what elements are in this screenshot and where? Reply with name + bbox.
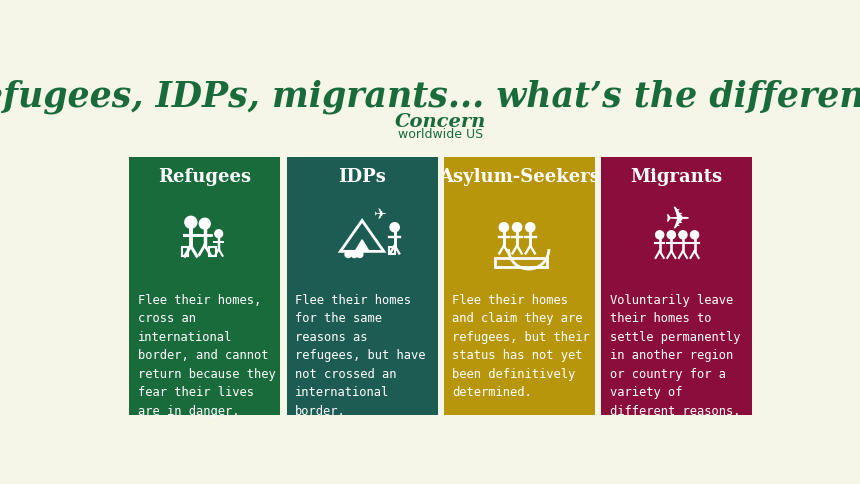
Circle shape bbox=[655, 231, 664, 239]
Text: IDPs: IDPs bbox=[338, 168, 386, 186]
Text: worldwide US: worldwide US bbox=[398, 128, 483, 141]
Text: Concern: Concern bbox=[395, 113, 487, 131]
FancyBboxPatch shape bbox=[129, 157, 280, 415]
Text: Asylum-Seekers: Asylum-Seekers bbox=[439, 168, 600, 186]
Text: ✈: ✈ bbox=[372, 207, 385, 222]
Circle shape bbox=[357, 251, 363, 257]
Circle shape bbox=[185, 216, 197, 228]
Text: Flee their homes,
cross an
international
border, and cannot
return because they
: Flee their homes, cross an international… bbox=[138, 294, 275, 418]
Text: Refugees: Refugees bbox=[158, 168, 251, 186]
Text: Refugees, IDPs, migrants... what’s the difference?: Refugees, IDPs, migrants... what’s the d… bbox=[0, 79, 860, 114]
Text: Flee their homes
for the same
reasons as
refugees, but have
not crossed an
inter: Flee their homes for the same reasons as… bbox=[295, 294, 426, 418]
Text: Flee their homes
and claim they are
refugees, but their
status has not yet
been : Flee their homes and claim they are refu… bbox=[452, 294, 590, 399]
Circle shape bbox=[525, 223, 535, 232]
Circle shape bbox=[513, 223, 522, 232]
Text: ✈: ✈ bbox=[664, 206, 690, 235]
Circle shape bbox=[345, 251, 351, 257]
Circle shape bbox=[390, 223, 399, 232]
FancyBboxPatch shape bbox=[601, 157, 752, 415]
Text: Migrants: Migrants bbox=[630, 168, 722, 186]
Circle shape bbox=[667, 231, 675, 239]
Circle shape bbox=[500, 223, 508, 232]
FancyBboxPatch shape bbox=[444, 157, 595, 415]
Circle shape bbox=[351, 251, 358, 257]
Circle shape bbox=[679, 231, 687, 239]
Text: Voluntarily leave
their homes to
settle permanently
in another region
or country: Voluntarily leave their homes to settle … bbox=[610, 294, 740, 418]
Circle shape bbox=[691, 231, 698, 239]
Polygon shape bbox=[355, 240, 369, 251]
Circle shape bbox=[200, 218, 210, 229]
FancyBboxPatch shape bbox=[286, 157, 438, 415]
Circle shape bbox=[215, 230, 223, 238]
